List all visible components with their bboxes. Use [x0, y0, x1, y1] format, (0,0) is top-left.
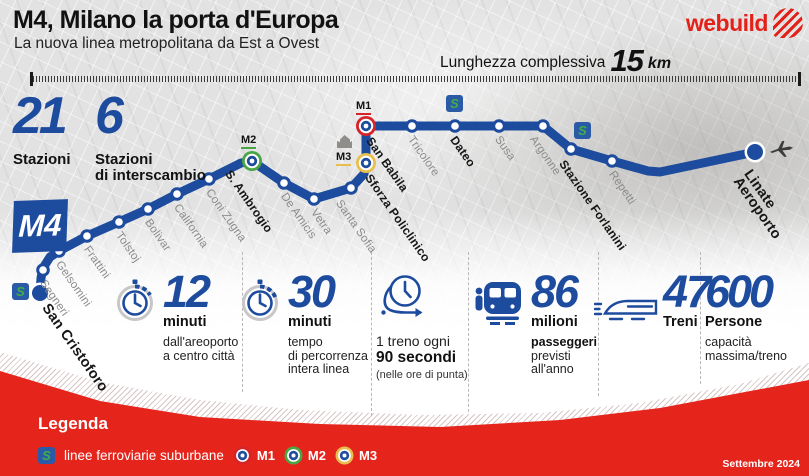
stopwatch-icon	[237, 278, 283, 377]
stat-sub: tempo di percorrenza intera linea	[288, 335, 368, 376]
kpi-stations: 21 Stazioni	[13, 88, 71, 168]
stat-separator	[700, 252, 701, 384]
total-length-label: Lunghezza complessiva	[440, 54, 606, 71]
frequency-line3: (nelle ore di punta)	[376, 369, 468, 381]
stat-unit: milioni	[531, 314, 578, 330]
total-length-unit: km	[647, 55, 672, 72]
kpi-interchanges-value: 6	[95, 87, 124, 145]
length-ruler	[30, 72, 801, 86]
webuild-logo: webuild	[686, 8, 803, 38]
stat-unit: minuti	[163, 314, 207, 330]
metro-train-passenger-icon	[472, 280, 526, 377]
stat-separator	[468, 252, 469, 412]
stat-number: 30	[288, 266, 336, 317]
stat-unit: minuti	[288, 314, 332, 330]
stat-full-line-time: 30 minuti tempo di percorrenza intera line…	[237, 266, 368, 377]
stat-unit: Persone	[705, 314, 763, 330]
legend-line-m1: M1	[233, 446, 275, 465]
stat-separator	[371, 252, 372, 416]
stat-capacity-body: 600 Persone capacità massima/treno	[705, 266, 787, 363]
m1-ring-icon	[233, 446, 252, 465]
stat-capacity: 600 Persone capacità massima/treno	[705, 266, 787, 363]
kpi-interchanges-label: Stazioni di interscambio	[95, 151, 206, 184]
webuild-fan-icon	[773, 8, 803, 38]
kpi-stations-label: Stazioni	[13, 151, 71, 168]
page-title: M4, Milano la porta d'Europa	[13, 6, 339, 34]
stat-number: 47	[663, 266, 711, 317]
stat-sub: capacità massima/treno	[705, 335, 787, 363]
highspeed-train-icon	[593, 292, 658, 331]
legend-row: S linee ferroviarie suburbane M1 M2	[38, 446, 377, 465]
clock-loop-icon	[376, 272, 480, 327]
total-length: Lunghezza complessiva 15 km	[440, 43, 672, 78]
stat-frequency: 1 treno ogni 90 secondi (nelle ore di pu…	[376, 272, 480, 381]
stat-number: 12	[163, 266, 211, 317]
frequency-line2: 90 secondi	[376, 349, 457, 366]
stat-sub: dall'areoporto a centro città	[163, 335, 239, 363]
webuild-wordmark: webuild	[685, 9, 769, 36]
duomo-landmark-icon	[336, 134, 353, 154]
page-subtitle: La nuova linea metropolitana da Est a Ov…	[14, 35, 320, 52]
stat-number: 600	[705, 266, 774, 317]
legend-line-m3: M3	[335, 446, 377, 465]
ruler-ticks	[33, 76, 798, 82]
suburban-badge: S	[38, 447, 55, 464]
stat-full-line-time-body: 30 minuti tempo di percorrenza intera line…	[288, 266, 368, 377]
stat-passengers: 86 milioni passeggeri previsti all'anno	[472, 266, 598, 377]
stat-trains: 47 Treni	[593, 266, 711, 331]
stat-separator	[242, 252, 243, 392]
m4-line-badge: M4	[12, 199, 68, 253]
airplane-icon	[767, 137, 796, 165]
stat-trains-body: 47 Treni	[663, 266, 711, 331]
kpi-interchanges: 6 Stazioni di interscambio	[95, 88, 206, 184]
stat-passengers-body: 86 milioni passeggeri previsti all'anno	[531, 266, 598, 377]
kpi-stations-value: 21	[13, 87, 68, 145]
total-length-value: 15	[610, 43, 643, 78]
stat-unit: Treni	[663, 314, 698, 330]
stat-number: 86	[531, 266, 579, 317]
stat-sub: passeggeri previsti all'anno	[531, 335, 598, 376]
legend-suburban-label: linee ferroviarie suburbane	[64, 448, 224, 463]
m3-ring-icon	[335, 446, 354, 465]
publication-date: Settembre 2024	[722, 458, 800, 470]
legend-line-m2: M2	[284, 446, 326, 465]
stopwatch-icon	[112, 278, 158, 363]
frequency-line1: 1 treno ogni	[376, 333, 450, 349]
stat-airport-time: 12 minuti dall'areoporto a centro città	[112, 266, 239, 363]
legend-title: Legenda	[38, 414, 108, 433]
m2-ring-icon	[284, 446, 303, 465]
stat-airport-time-body: 12 minuti dall'areoporto a centro città	[163, 266, 239, 363]
stat-separator	[598, 252, 599, 396]
